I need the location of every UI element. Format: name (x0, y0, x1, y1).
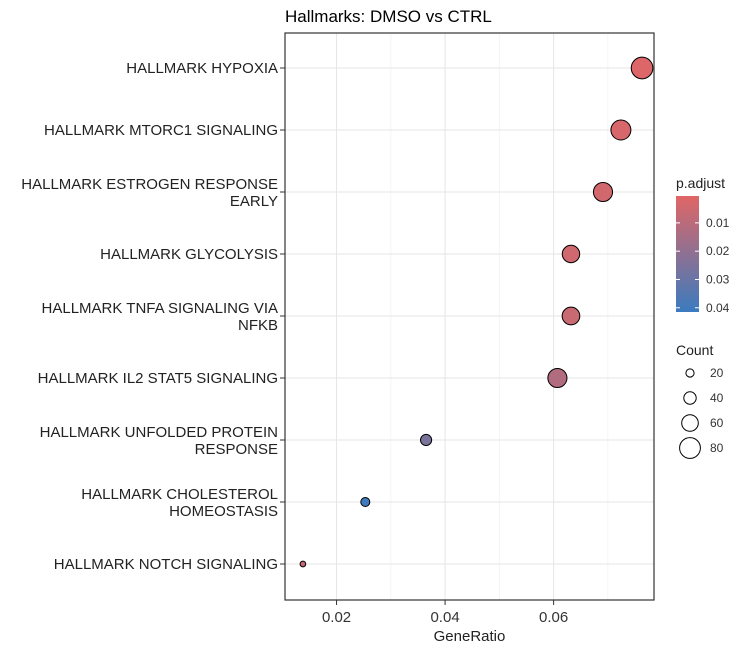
size-legend-circle (679, 437, 701, 459)
size-legend-keys: 20 40 60 80 (679, 366, 724, 459)
data-point (592, 181, 614, 203)
data-point (360, 496, 371, 508)
data-point (299, 560, 307, 568)
size-legend-label: 40 (710, 391, 724, 405)
size-legend-label: 60 (710, 416, 724, 430)
size-legend-title: Count (676, 342, 713, 358)
x-tick-label: 0.04 (430, 609, 459, 626)
size-legend: Count 20 40 60 80 (676, 342, 724, 459)
y-tick-label: HALLMARK UNFOLDED PROTEIN RESPONSE (40, 424, 278, 458)
color-legend-title: p.adjust (676, 175, 725, 191)
y-tick-label: HALLMARK NOTCH SIGNALING (54, 556, 278, 573)
size-legend-circle (681, 414, 699, 432)
y-tick-label: HALLMARK TNFA SIGNALING VIA NFKB (42, 300, 278, 334)
color-tick-label: 0.01 (706, 216, 730, 230)
x-tick-label: 0.02 (322, 609, 351, 626)
color-bar (676, 196, 699, 312)
x-tick-label: 0.06 (539, 609, 568, 626)
y-tick-label: HALLMARK IL2 STAT5 SIGNALING (38, 370, 278, 387)
chart-title: Hallmarks: DMSO vs CTRL (285, 7, 492, 26)
y-tick-label: HALLMARK CHOLESTEROL HOMEOSTASIS (81, 486, 278, 520)
plot-border (284, 32, 655, 601)
size-legend-label: 80 (710, 441, 724, 455)
data-point (547, 367, 568, 389)
size-legend-circle (683, 391, 697, 405)
size-legend-circle (685, 368, 695, 378)
color-legend: p.adjust 0.01 0.02 0.03 0.04 (676, 175, 730, 315)
data-point (630, 56, 654, 80)
color-tick-label: 0.03 (706, 272, 730, 286)
data-point (561, 306, 581, 326)
color-legend-ticks: 0.01 0.02 0.03 0.04 (676, 216, 730, 315)
data-point (561, 244, 581, 264)
data-point (610, 119, 632, 141)
y-tick-label: HALLMARK HYPOXIA (126, 60, 278, 77)
y-axis-labels: HALLMARK HYPOXIA HALLMARK MTORC1 SIGNALIN… (21, 60, 285, 573)
size-legend-label: 20 (710, 366, 724, 380)
grid-lines (285, 33, 654, 600)
x-axis-title: GeneRatio (434, 628, 506, 645)
color-tick-label: 0.02 (706, 244, 730, 258)
y-tick-label: HALLMARK MTORC1 SIGNALING (44, 122, 278, 139)
y-tick-label: HALLMARK GLYCOLYSIS (100, 246, 278, 263)
data-points (299, 56, 654, 568)
y-tick-label: HALLMARK ESTROGEN RESPONSE EARLY (21, 176, 278, 210)
x-axis: 0.02 0.04 0.06 (322, 600, 568, 626)
color-tick-label: 0.04 (706, 301, 730, 315)
data-point (420, 433, 433, 447)
